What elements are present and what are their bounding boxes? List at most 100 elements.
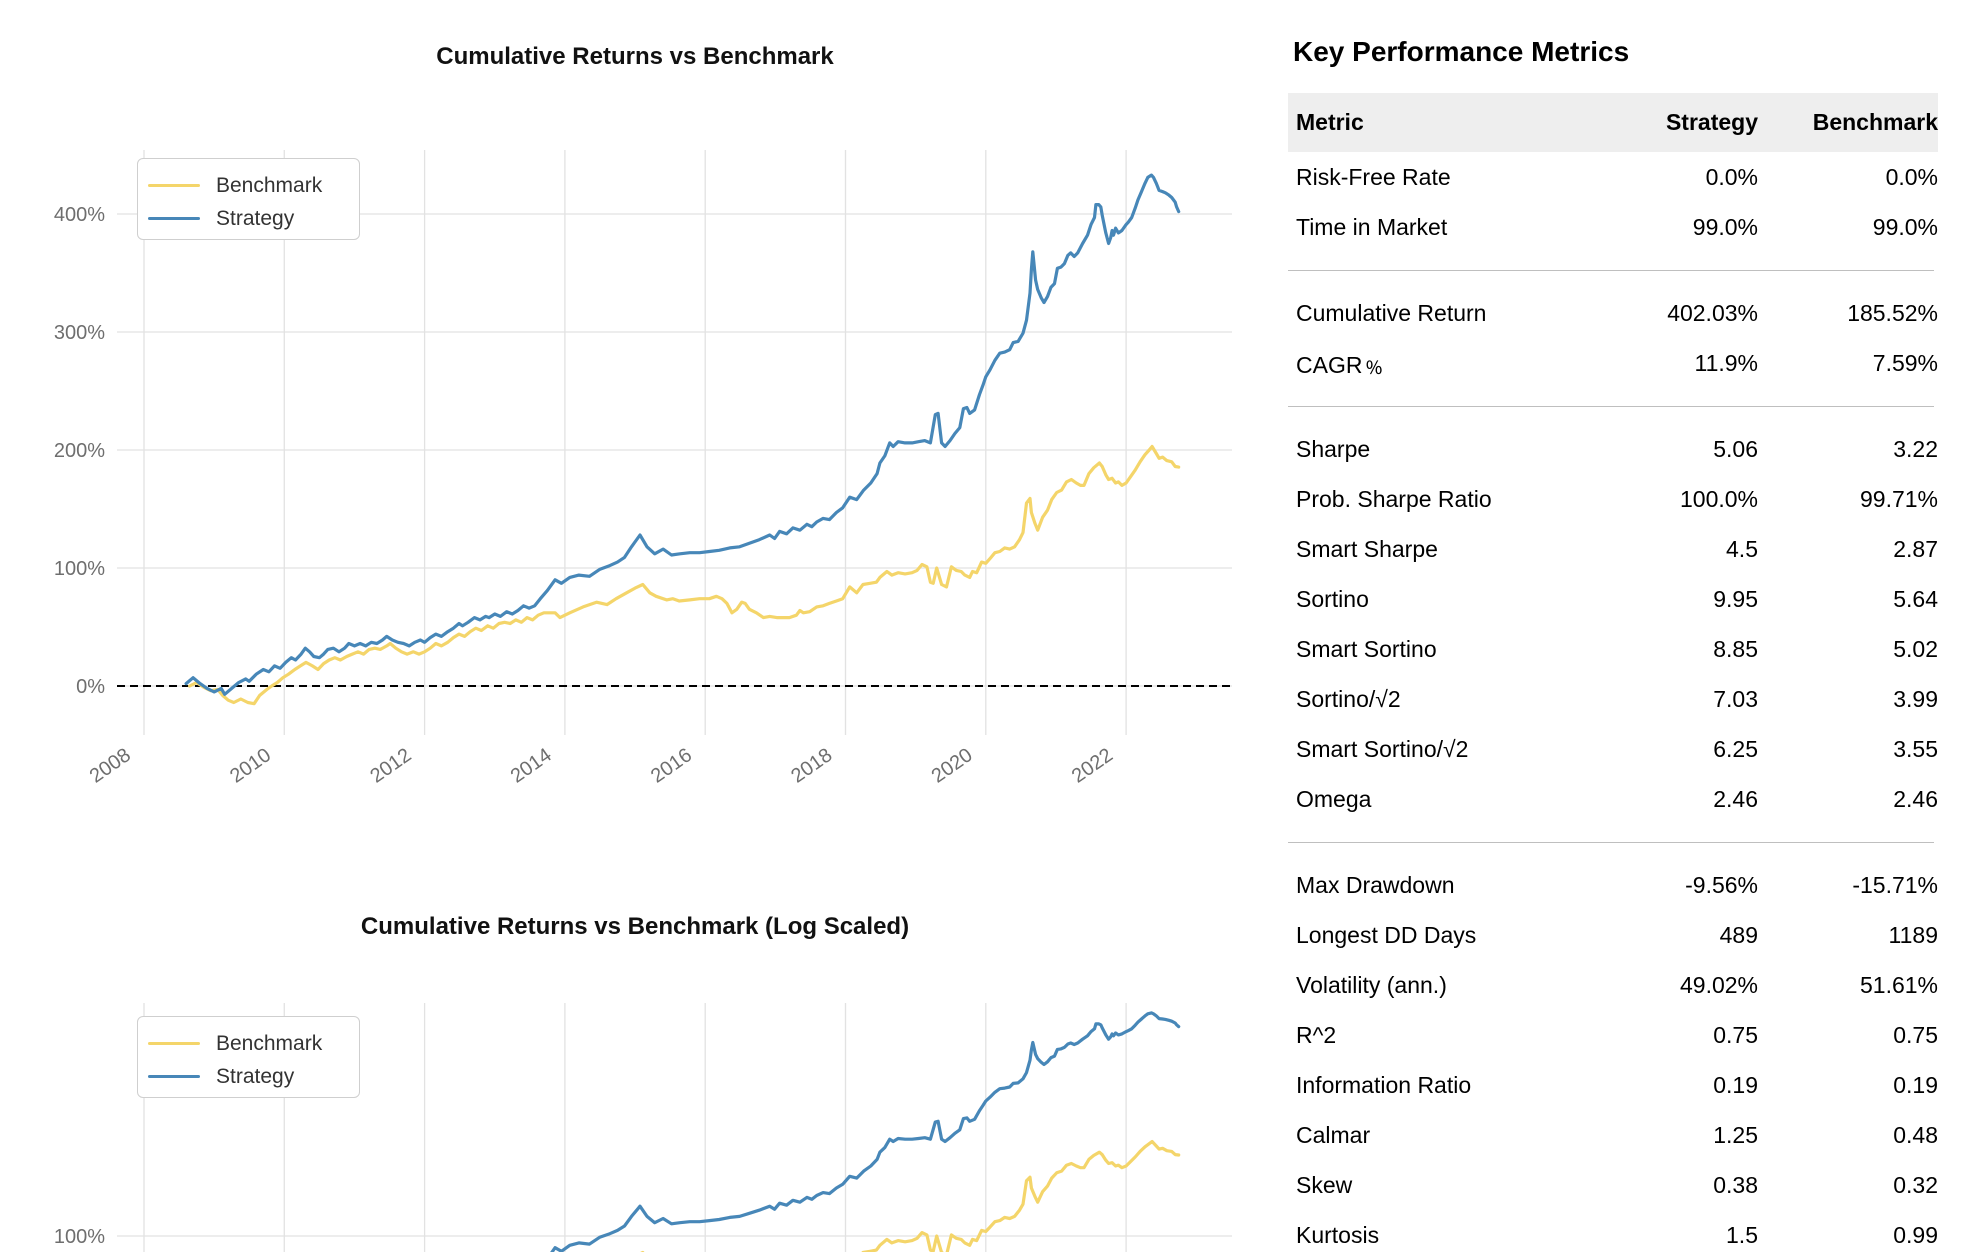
strategy-line-swatch <box>148 216 200 221</box>
metric-label: Volatility (ann.) <box>1296 971 1447 998</box>
metrics-table: Metric Strategy Benchmark Risk-Free Rate… <box>1288 93 1938 1252</box>
table-row: Sortino/√2 7.03 3.99 <box>1288 674 1938 724</box>
legend-label-strategy: Strategy <box>216 206 295 230</box>
metric-label: Smart Sharpe <box>1296 535 1438 562</box>
legend-item-benchmark: Benchmark <box>148 169 359 202</box>
legend-item-strategy: Strategy <box>148 1060 359 1093</box>
strategy-value: 9.95 <box>1713 585 1758 612</box>
strategy-line <box>184 173 1181 696</box>
benchmark-line-swatch <box>148 183 200 188</box>
x-axis-tick-label: 2018 <box>787 744 836 788</box>
x-axis-tick-label: 2010 <box>226 744 275 788</box>
benchmark-value: 1189 <box>1888 921 1938 948</box>
table-row: Sortino 9.95 5.64 <box>1288 574 1938 624</box>
benchmark-value: 2.46 <box>1893 785 1938 812</box>
table-group-divider <box>1288 252 1938 288</box>
table-row: Kurtosis 1.5 0.99 <box>1288 1210 1938 1252</box>
benchmark-value: 3.22 <box>1893 435 1938 462</box>
benchmark-value: 0.19 <box>1893 1071 1938 1098</box>
table-row: Sharpe 5.06 3.22 <box>1288 424 1938 474</box>
table-group-divider <box>1288 388 1938 424</box>
charts-canvas: 0% 100% 200% 300% 400% 2008 2010 2012 2014 2016 20… <box>54 150 1232 1252</box>
benchmark-value: 0.99 <box>1893 1221 1938 1248</box>
strategy-line <box>550 1011 1181 1252</box>
strategy-value: 1.5 <box>1726 1221 1758 1248</box>
strategy-value: 49.02% <box>1679 971 1758 998</box>
metric-label: Time in Market <box>1296 213 1448 240</box>
table-row: Risk-Free Rate 0.0% 0.0% <box>1288 152 1938 202</box>
table-row: R^2 0.75 0.75 <box>1288 1010 1938 1060</box>
y-axis-tick-label: 100% <box>54 1226 105 1248</box>
metric-label: R^2 <box>1296 1021 1337 1048</box>
x-axis-tick-label: 2016 <box>647 744 696 788</box>
metric-label: Risk-Free Rate <box>1296 163 1451 190</box>
metric-label: Prob. Sharpe Ratio <box>1296 485 1492 512</box>
strategy-value: 0.19 <box>1713 1071 1758 1098</box>
x-axis-tick-label: 2008 <box>86 744 135 788</box>
strategy-value: 0.75 <box>1713 1021 1758 1048</box>
table-row: Time in Market 99.0% 99.0% <box>1288 202 1938 252</box>
table-row: Smart Sharpe 4.5 2.87 <box>1288 524 1938 574</box>
benchmark-value: 51.61% <box>1859 971 1938 998</box>
strategy-value: 489 <box>1719 921 1758 948</box>
metrics-panel-heading: Key Performance Metrics <box>1293 36 1630 67</box>
benchmark-value: 3.99 <box>1893 685 1938 712</box>
column-header-benchmark: Benchmark <box>1812 109 1938 135</box>
legend-item-benchmark: Benchmark <box>148 1027 359 1060</box>
table-row: CAGR﹪ 11.9% 7.59% <box>1288 338 1938 388</box>
table-row: Skew 0.38 0.32 <box>1288 1160 1938 1210</box>
table-row: Cumulative Return 402.03% 185.52% <box>1288 288 1938 338</box>
benchmark-value: 99.71% <box>1859 485 1938 512</box>
strategy-value: 11.9% <box>1694 349 1758 376</box>
cumulative-returns-chart: 0% 100% 200% 300% 400% 2008 2010 2012 2014 2016 20… <box>54 150 1232 788</box>
strategy-value: 5.06 <box>1713 435 1758 462</box>
x-axis-tick-label: 2014 <box>507 744 556 788</box>
benchmark-line <box>188 444 1181 706</box>
legend-log-chart: Benchmark Strategy <box>137 1016 360 1098</box>
y-axis-tick-label: 200% <box>54 440 105 462</box>
strategy-value: 99.0% <box>1692 213 1758 240</box>
strategy-value: 0.38 <box>1713 1171 1758 1198</box>
benchmark-value: 0.0% <box>1885 163 1938 190</box>
benchmark-value: 3.55 <box>1893 735 1938 762</box>
legend-label-strategy: Strategy <box>216 1064 295 1088</box>
strategy-value: 0.0% <box>1705 163 1758 190</box>
metric-label: Cumulative Return <box>1296 299 1487 326</box>
benchmark-value: 99.0% <box>1872 213 1938 240</box>
table-row: Prob. Sharpe Ratio 100.0% 99.71% <box>1288 474 1938 524</box>
strategy-value: 4.5 <box>1726 535 1758 562</box>
y-axis-tick-label: 400% <box>54 204 105 226</box>
table-row: Information Ratio 0.19 0.19 <box>1288 1060 1938 1110</box>
column-header-metric: Metric <box>1296 109 1364 135</box>
strategy-value: 402.03% <box>1667 299 1758 326</box>
metric-label: CAGR﹪ <box>1296 352 1386 378</box>
strategy-value: 7.03 <box>1713 685 1758 712</box>
table-row: Max Drawdown -9.56% -15.71% <box>1288 860 1938 910</box>
legend-label-benchmark: Benchmark <box>216 1031 323 1055</box>
strategy-value: 6.25 <box>1713 735 1758 762</box>
benchmark-value: -15.71% <box>1852 871 1938 898</box>
strategy-line-swatch <box>148 1074 200 1079</box>
metric-label: Sortino <box>1296 585 1369 612</box>
table-row: Calmar 1.25 0.48 <box>1288 1110 1938 1160</box>
table-row: Volatility (ann.) 49.02% 51.61% <box>1288 960 1938 1010</box>
legend-linear-chart: Benchmark Strategy <box>137 158 360 240</box>
table-row: Omega 2.46 2.46 <box>1288 774 1938 824</box>
metric-label: Sortino/√2 <box>1296 685 1401 712</box>
metric-label: Skew <box>1296 1171 1353 1198</box>
strategy-value: 2.46 <box>1713 785 1758 812</box>
metric-label: Sharpe <box>1296 435 1371 462</box>
legend-item-strategy: Strategy <box>148 202 359 235</box>
metric-label: Kurtosis <box>1296 1221 1380 1248</box>
metric-label: Information Ratio <box>1296 1071 1472 1098</box>
benchmark-value: 5.02 <box>1893 635 1938 662</box>
metric-label: Smart Sortino/√2 <box>1296 735 1469 762</box>
legend-label-benchmark: Benchmark <box>216 173 323 197</box>
chart-title-log: Cumulative Returns vs Benchmark (Log Sca… <box>360 913 910 940</box>
metric-label: Max Drawdown <box>1296 871 1455 898</box>
benchmark-value: 185.52% <box>1847 299 1938 326</box>
benchmark-value: 5.64 <box>1893 585 1938 612</box>
table-row: Longest DD Days 489 1189 <box>1288 910 1938 960</box>
benchmark-value: 0.48 <box>1893 1121 1938 1148</box>
benchmark-value: 7.59% <box>1872 349 1938 376</box>
